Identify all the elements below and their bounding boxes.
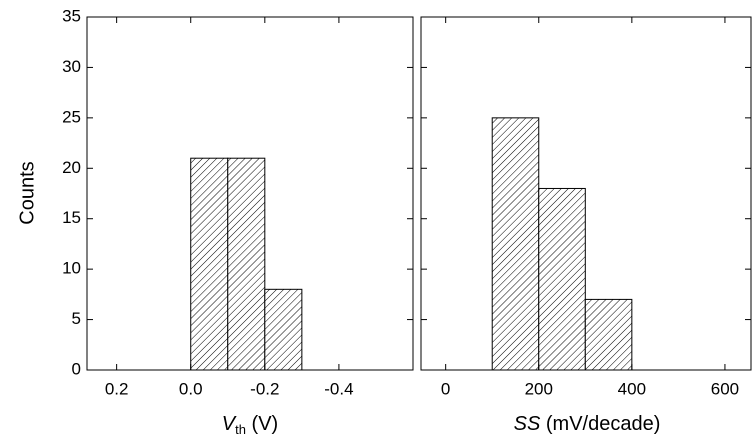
x-axis-label: Vth (V): [222, 413, 278, 437]
y-tick-label: 20: [62, 158, 81, 177]
x-axis-subscript: th: [235, 422, 246, 437]
y-tick-label: 25: [62, 107, 81, 126]
x-tick-label: 400: [618, 379, 646, 398]
bar: [538, 187, 586, 371]
bar: [264, 288, 303, 371]
x-axis-symbol: V: [222, 413, 237, 435]
x-axis-unit: (V): [246, 413, 278, 435]
y-tick-label: 0: [72, 359, 81, 378]
x-tick-label: 600: [711, 379, 739, 398]
x-tick-label: -0.2: [250, 379, 279, 398]
x-axis-symbol: SS: [514, 413, 541, 435]
y-tick-label: 5: [72, 309, 81, 328]
bar: [584, 298, 633, 371]
x-tick-label: -0.4: [324, 379, 353, 398]
x-tick-label: 0.0: [179, 379, 203, 398]
bar: [491, 117, 540, 371]
y-tick-label: 15: [62, 208, 81, 227]
y-tick-label: 35: [62, 6, 81, 25]
bar: [190, 157, 229, 371]
x-axis-unit: (mV/decade): [540, 413, 660, 435]
x-tick-label: 0: [441, 379, 450, 398]
x-tick-label: 0.2: [105, 379, 129, 398]
bar: [227, 157, 266, 371]
x-tick-label: 200: [525, 379, 553, 398]
y-tick-label: 10: [62, 259, 81, 278]
plot-frame: [420, 16, 752, 371]
plot-frame: [86, 16, 414, 371]
x-axis-label: SS (mV/decade): [514, 413, 661, 435]
y-axis-label: Counts: [16, 161, 38, 224]
y-tick-label: 30: [62, 57, 81, 76]
